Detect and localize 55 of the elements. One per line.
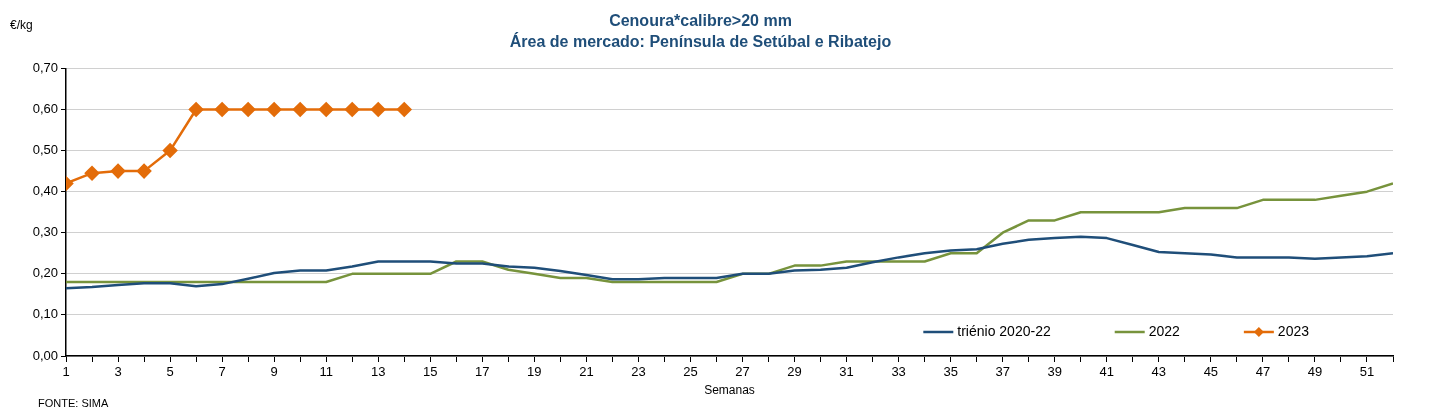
legend-label: triénio 2020-22: [957, 322, 1051, 339]
y-tick-label: 0,10: [32, 306, 58, 322]
source-note: FONTE: SIMA: [38, 397, 109, 410]
x-tick-label: 15: [423, 364, 438, 380]
y-tick-label: 0,70: [32, 59, 58, 75]
y-tick-label: 0,60: [32, 101, 58, 117]
point: [110, 163, 126, 179]
point: [240, 102, 256, 117]
x-tick-label: 43: [1151, 364, 1167, 380]
y-axis-title: €/kg: [10, 18, 33, 33]
point: [188, 102, 204, 117]
point: [370, 102, 386, 117]
x-tick-label: 35: [943, 364, 958, 380]
x-tick-label: 19: [527, 364, 542, 380]
x-tick-label: 29: [787, 364, 802, 380]
x-tick-label: 41: [1099, 364, 1115, 380]
x-tick-label: 45: [1203, 364, 1219, 380]
x-tick-label: 1: [62, 364, 70, 380]
point: [397, 102, 412, 117]
y-tick-label: 0,20: [32, 265, 58, 281]
point: [292, 102, 308, 117]
x-tick-label: 11: [319, 364, 333, 380]
x-tick-label: 7: [218, 364, 226, 380]
x-tick-label: 37: [995, 364, 1010, 380]
point: [162, 143, 178, 158]
point: [318, 102, 334, 117]
x-tick-label: 39: [1047, 364, 1062, 380]
x-tick-label: 31: [839, 364, 854, 380]
point: [214, 102, 230, 117]
legend-label: 2023: [1277, 322, 1310, 339]
y-tick-label: 0,50: [32, 142, 58, 158]
x-tick-label: 9: [270, 364, 278, 380]
x-tick-label: 33: [891, 364, 906, 380]
y-tick-label: 0,00: [32, 347, 58, 363]
x-tick-label: 13: [371, 364, 386, 380]
x-axis-title: Semanas: [704, 383, 755, 398]
x-tick-label: 23: [631, 364, 646, 380]
chart-title: Cenoura*calibre>20 mm: [609, 12, 792, 30]
x-tick-label: 3: [114, 364, 122, 380]
x-tick-label: 47: [1255, 364, 1271, 380]
x-tick-label: 27: [735, 364, 750, 380]
x-tick-label: 25: [683, 364, 698, 380]
x-tick-label: 17: [475, 364, 490, 380]
x-tick-label: 51: [1359, 364, 1375, 380]
x-tick-label: 21: [579, 364, 594, 380]
point: [344, 102, 360, 117]
point: [266, 102, 282, 117]
x-tick-label: 49: [1307, 364, 1323, 380]
chart-subtitle: Área de mercado: Península de Setúbal e Ribatejo: [509, 32, 892, 51]
legend-label: 2022: [1148, 322, 1181, 339]
y-tick-label: 0,40: [32, 183, 58, 199]
point: [84, 165, 100, 181]
x-tick-label: 5: [166, 364, 174, 380]
point: [136, 163, 152, 179]
y-tick-label: 0,30: [32, 224, 58, 240]
